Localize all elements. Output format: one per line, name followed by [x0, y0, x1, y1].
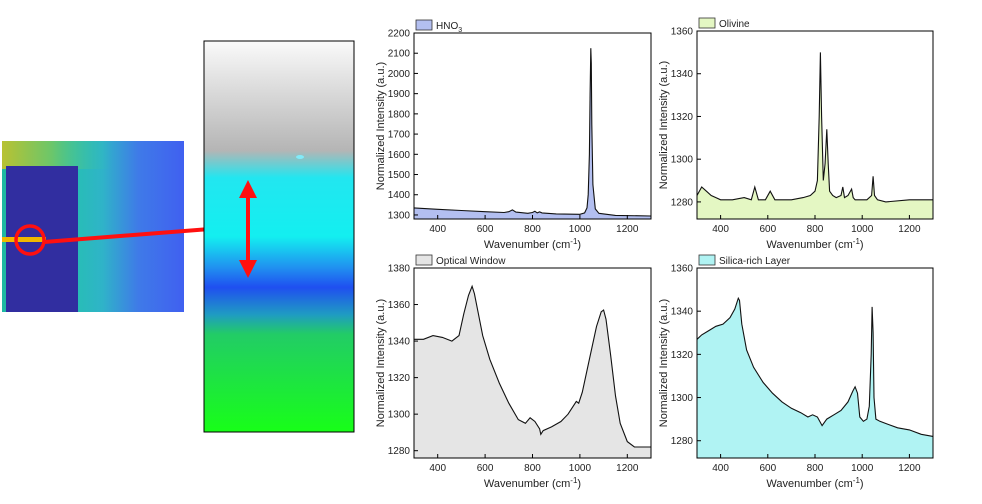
y-tick-label: 1300: [671, 393, 694, 404]
y-tick-label: 1340: [388, 337, 411, 348]
depth-image-strip: [203, 40, 355, 433]
double-arrow: [239, 180, 257, 278]
legend-swatch: [698, 254, 716, 266]
y-axis-title: Normalized Intensity (a.u.): [658, 299, 670, 427]
x-tick-label: 1200: [898, 463, 921, 474]
x-tick-label: 800: [807, 463, 824, 474]
x-tick-label: 600: [759, 224, 776, 235]
x-tick-label: 600: [477, 224, 494, 235]
x-tick-label: 1000: [851, 463, 874, 474]
series-line: [413, 48, 652, 217]
y-tick-label: 1300: [671, 155, 694, 166]
y-tick-label: 1280: [388, 446, 411, 457]
left-raman-map: [2, 141, 249, 312]
y-tick-label: 1800: [388, 109, 411, 120]
legend-swatch: [415, 19, 433, 31]
y-tick-label: 2200: [388, 29, 411, 40]
legend-label: Optical Window: [436, 256, 506, 267]
y-tick-label: 1400: [388, 190, 411, 201]
x-tick-label: 400: [712, 463, 729, 474]
chart-olivine: 400 600 800 1000 1200 1280 1300 1320 1340 1360 Wav…: [658, 17, 934, 251]
yellow-line-scan: [2, 237, 46, 242]
series-area: [697, 298, 933, 458]
y-tick-label: 1360: [671, 264, 694, 275]
y-axis-title: Normalized Intensity (a.u.): [658, 61, 670, 189]
x-tick-label: 1000: [569, 224, 592, 235]
y-tick-label: 1500: [388, 170, 411, 181]
legend-label: Olivine: [719, 19, 750, 30]
y-tick-label: 1320: [388, 373, 411, 384]
y-tick-label: 1700: [388, 130, 411, 141]
x-tick-label: 1000: [569, 463, 592, 474]
plot-frame: [413, 32, 652, 220]
series-area: [414, 286, 651, 458]
y-tick-label: 2100: [388, 49, 411, 60]
x-tick-label: 1000: [851, 224, 874, 235]
series-line: [696, 296, 934, 437]
legend: HNO3: [415, 19, 462, 34]
y-tick-label: 1340: [671, 307, 694, 318]
legend-swatch: [698, 17, 716, 29]
y-tick-label: 1300: [388, 410, 411, 421]
y-tick-label: 1600: [388, 150, 411, 161]
y-tick-label: 1380: [388, 264, 411, 275]
x-axis-title: Wavenumber (cm-1): [766, 237, 863, 251]
x-tick-label: 1200: [616, 463, 639, 474]
y-tick-label: 1900: [388, 89, 411, 100]
series-area: [697, 52, 933, 220]
chart-optical-window: 400 600 800 1000 1200 1280 1300 1320 1340 1360 138…: [375, 254, 652, 490]
legend: Silica-rich Layer: [698, 254, 791, 267]
chart-hno3: 400 600 800 1000 1200 1300 1400 1500 1600 1700 180…: [375, 19, 652, 251]
series-line: [414, 284, 651, 448]
x-tick-label: 800: [524, 224, 541, 235]
y-tick-label: 1280: [671, 197, 694, 208]
legend-label: HNO3: [436, 21, 462, 34]
series-area: [414, 48, 651, 220]
x-tick-label: 600: [477, 463, 494, 474]
legend-swatch: [415, 254, 433, 266]
y-tick-label: 1320: [671, 350, 694, 361]
x-axis-title: Wavenumber (cm-1): [484, 237, 581, 251]
series-line: [696, 52, 933, 203]
x-tick-label: 1200: [898, 224, 921, 235]
y-tick-label: 1300: [388, 210, 411, 221]
chart-silica-rich-layer: 400 600 800 1000 1200 1280 1300 1320 1340 1360 Wav…: [658, 254, 934, 490]
x-axis-title: Wavenumber (cm-1): [766, 476, 863, 490]
y-axis-title: Normalized Intensity (a.u.): [375, 299, 387, 427]
x-tick-label: 400: [429, 463, 446, 474]
x-axis-title: Wavenumber (cm-1): [484, 476, 581, 490]
legend-label: Silica-rich Layer: [719, 256, 791, 267]
x-tick-label: 800: [807, 224, 824, 235]
y-tick-label: 1280: [671, 436, 694, 447]
y-tick-label: 1360: [671, 27, 694, 38]
x-tick-label: 600: [759, 463, 776, 474]
y-tick-label: 1340: [671, 69, 694, 80]
x-tick-label: 1200: [616, 224, 639, 235]
x-tick-label: 400: [429, 224, 446, 235]
x-tick-label: 400: [712, 224, 729, 235]
y-axis-title: Normalized Intensity (a.u.): [375, 62, 387, 190]
y-tick-label: 2000: [388, 69, 411, 80]
legend: Olivine: [698, 17, 750, 30]
legend: Optical Window: [415, 254, 506, 267]
y-tick-label: 1360: [388, 300, 411, 311]
y-tick-label: 1320: [671, 112, 694, 123]
x-tick-label: 800: [524, 463, 541, 474]
